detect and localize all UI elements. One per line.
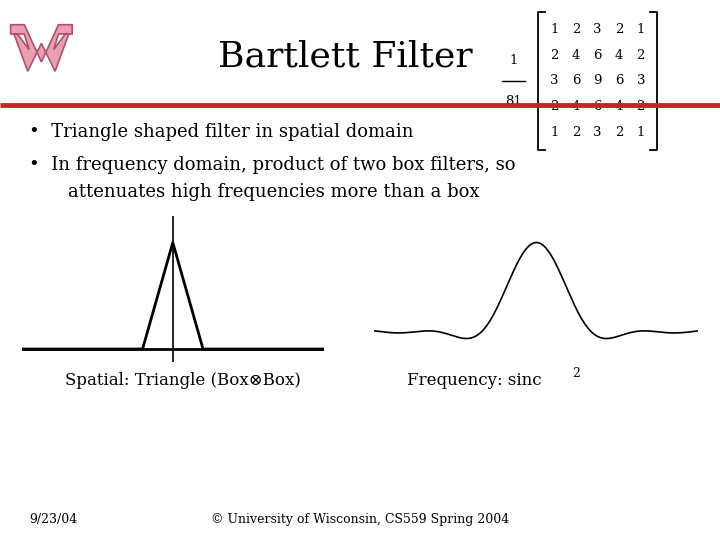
Text: 6: 6	[593, 49, 602, 62]
Text: 9/23/04: 9/23/04	[29, 513, 77, 526]
Text: •  Triangle shaped filter in spatial domain: • Triangle shaped filter in spatial doma…	[29, 123, 413, 141]
Text: 9: 9	[593, 75, 602, 87]
Text: 1: 1	[550, 126, 559, 139]
Polygon shape	[11, 25, 72, 71]
Text: 1: 1	[550, 23, 559, 36]
Text: 2: 2	[550, 100, 559, 113]
Text: Frequency: sinc: Frequency: sinc	[407, 372, 541, 389]
Text: 3: 3	[593, 23, 602, 36]
Text: 2: 2	[550, 49, 559, 62]
Text: 2: 2	[615, 23, 624, 36]
Text: 2: 2	[636, 49, 645, 62]
Text: 3: 3	[593, 126, 602, 139]
Text: 1: 1	[509, 54, 518, 67]
Text: 4: 4	[615, 100, 624, 113]
Text: attenuates high frequencies more than a box: attenuates high frequencies more than a …	[68, 183, 480, 201]
Text: 4: 4	[572, 100, 580, 113]
Text: 2: 2	[572, 126, 580, 139]
Text: 3: 3	[636, 75, 645, 87]
Text: 81: 81	[505, 95, 522, 108]
Text: 4: 4	[572, 49, 580, 62]
Text: 1: 1	[636, 23, 645, 36]
Text: 2: 2	[636, 100, 645, 113]
Text: 2: 2	[615, 126, 624, 139]
Text: Bartlett Filter: Bartlett Filter	[218, 40, 473, 73]
Text: 3: 3	[550, 75, 559, 87]
Text: 1: 1	[636, 126, 645, 139]
Text: •  In frequency domain, product of two box filters, so: • In frequency domain, product of two bo…	[29, 156, 516, 174]
Text: 6: 6	[572, 75, 580, 87]
Text: 4: 4	[615, 49, 624, 62]
Text: 2: 2	[572, 23, 580, 36]
Text: 6: 6	[615, 75, 624, 87]
Text: 2: 2	[572, 367, 580, 380]
Text: 6: 6	[593, 100, 602, 113]
Text: Spatial: Triangle (Box⊗Box): Spatial: Triangle (Box⊗Box)	[65, 372, 301, 389]
Text: © University of Wisconsin, CS559 Spring 2004: © University of Wisconsin, CS559 Spring …	[211, 513, 509, 526]
